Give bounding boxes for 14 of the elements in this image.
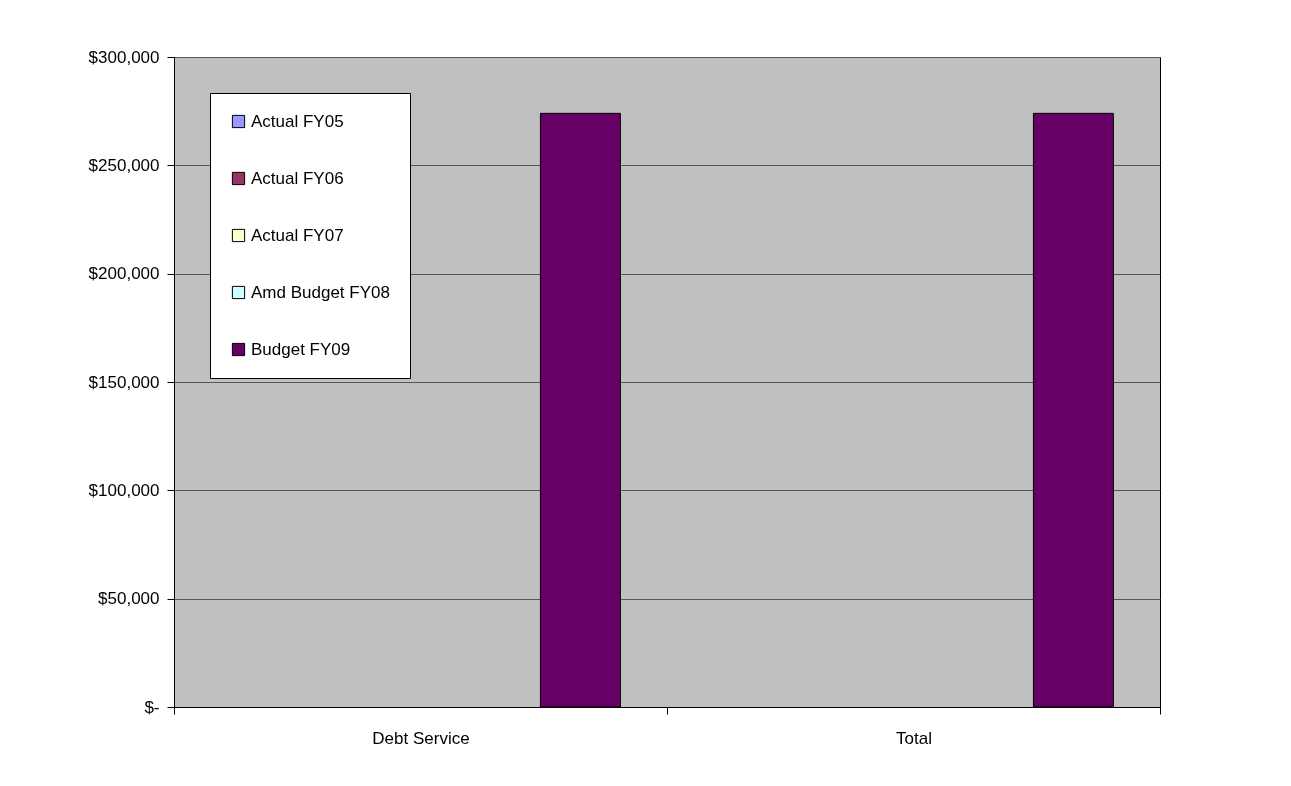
x-tick-label: Total (896, 728, 932, 748)
legend-label: Actual FY06 (251, 168, 344, 188)
y-tick-label: $150,000 (88, 372, 160, 392)
legend-label: Actual FY07 (251, 225, 344, 245)
y-tick-label: $250,000 (88, 155, 160, 175)
legend-label: Actual FY05 (251, 111, 344, 131)
legend-label: Budget FY09 (251, 339, 351, 359)
y-tick-label: $- (144, 697, 160, 717)
y-tick-label: $100,000 (88, 480, 160, 500)
y-tick-label: $300,000 (88, 47, 160, 67)
y-tick-label: $50,000 (98, 589, 160, 609)
x-tick-label: Debt Service (372, 728, 470, 748)
legend-label: Amd Budget FY08 (251, 282, 390, 302)
y-tick-label: $200,000 (88, 264, 160, 284)
